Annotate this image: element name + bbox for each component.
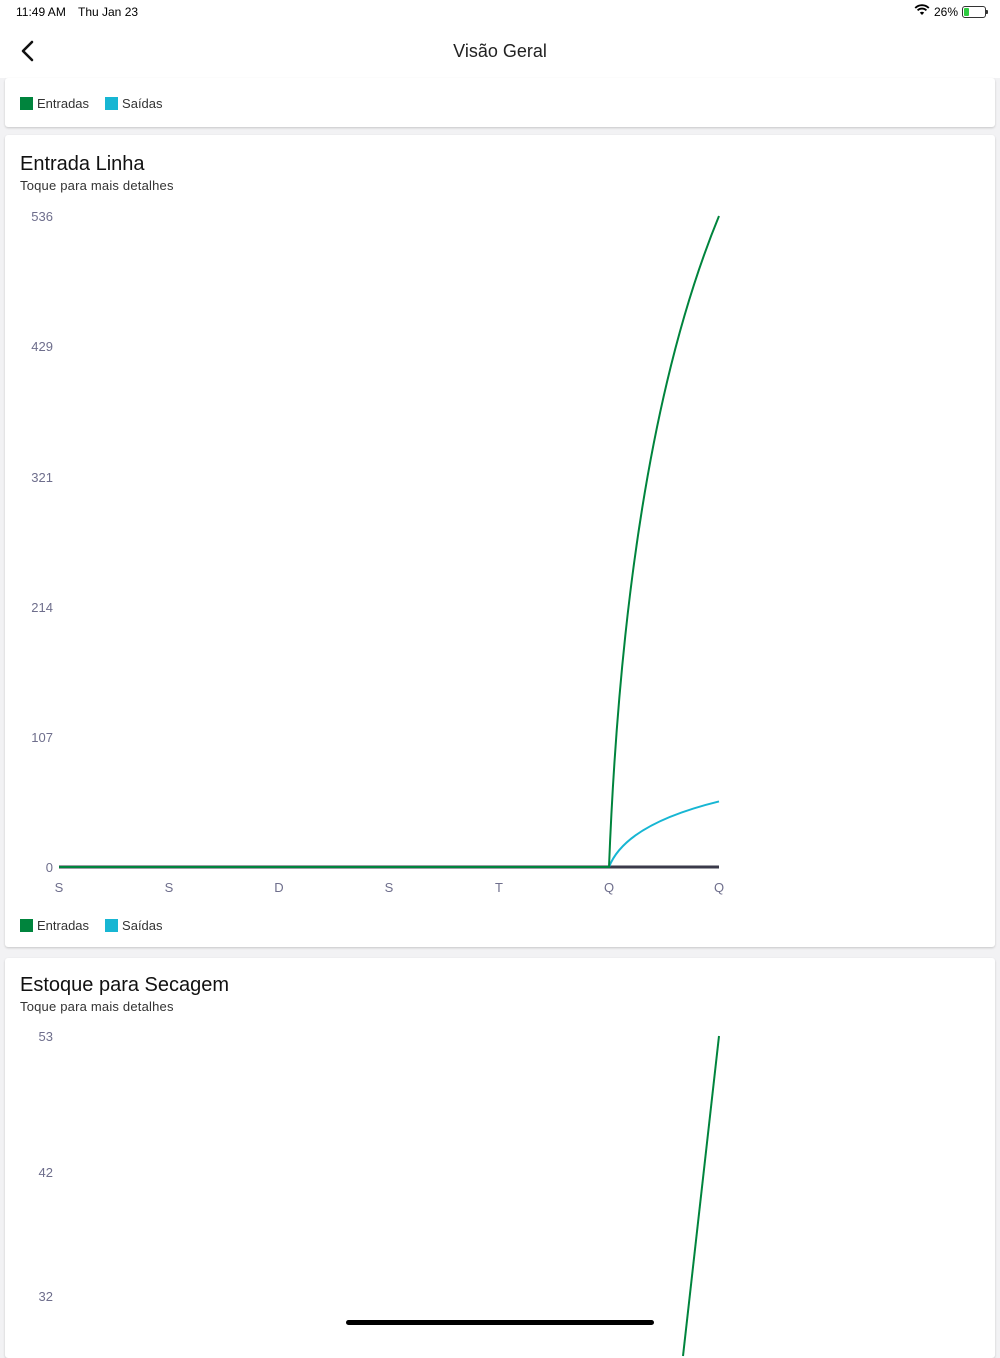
y-tick-label: 536 — [31, 209, 53, 224]
legend-item-entradas: Entradas — [20, 918, 89, 933]
legend-swatch-saidas — [105, 97, 119, 110]
navigation-bar: Visão Geral — [0, 26, 1000, 78]
y-tick-label: 107 — [31, 730, 53, 745]
chart-card-estoque-secagem[interactable]: Estoque para Secagem Toque para mais det… — [5, 958, 995, 1358]
battery-icon — [962, 5, 988, 18]
legend-label: Entradas — [37, 96, 90, 111]
chevron-left-icon — [21, 40, 34, 62]
status-time: 11:49 AM — [16, 5, 66, 19]
legend-swatch-entradas — [20, 919, 33, 932]
page-title: Visão Geral — [453, 41, 547, 61]
chart-card-previous[interactable]: Entradas Saídas — [5, 78, 995, 127]
card-title: Entrada Linha — [20, 153, 145, 175]
line-chart-estoque-secagem: 32 42 53 — [39, 1029, 720, 1357]
y-tick-label: 42 — [39, 1165, 53, 1180]
chart-legend: Entradas Saídas — [20, 918, 163, 933]
legend-label: Entradas — [37, 918, 90, 933]
legend-label: Saídas — [122, 96, 163, 111]
battery-percent: 26% — [933, 4, 958, 19]
line-series-entradas — [682, 1035, 720, 1357]
y-tick-label: 0 — [46, 860, 53, 875]
legend-item-entradas: Entradas — [20, 96, 89, 111]
status-date: Thu Jan 23 — [78, 5, 139, 19]
legend-item-saidas: Saídas — [105, 918, 163, 933]
x-tick-label: Q — [714, 880, 724, 895]
line-series-saidas — [59, 800, 720, 868]
y-tick-label: 32 — [39, 1289, 53, 1304]
x-tick-label: T — [495, 880, 503, 895]
wifi-icon — [914, 4, 930, 19]
legend-item-saidas: Saídas — [105, 96, 163, 111]
y-tick-label: 53 — [39, 1029, 53, 1044]
card-subtitle: Toque para mais detalhes — [20, 999, 174, 1014]
back-button[interactable] — [14, 36, 44, 66]
status-right: 26% — [914, 4, 988, 19]
legend-swatch-entradas — [20, 97, 33, 110]
card-title: Estoque para Secagem — [20, 974, 230, 996]
y-tick-label: 429 — [31, 339, 53, 354]
line-series-entradas — [59, 215, 720, 868]
x-tick-label: Q — [604, 880, 614, 895]
status-bar: 11:49 AM Thu Jan 23 26% — [0, 0, 1000, 26]
card-subtitle: Toque para mais detalhes — [20, 178, 174, 193]
y-tick-label: 214 — [31, 600, 53, 615]
chart-legend: Entradas Saídas — [20, 96, 163, 111]
legend-swatch-saidas — [105, 919, 119, 932]
legend-label: Saídas — [122, 918, 163, 933]
x-tick-label: S — [55, 880, 64, 895]
line-chart-entrada-linha: 0 107 214 321 429 536 S S D S T Q Q — [31, 209, 724, 895]
y-tick-label: 321 — [31, 470, 53, 485]
chart-card-entrada-linha[interactable]: Entrada Linha Toque para mais detalhes 0… — [5, 135, 995, 947]
x-tick-label: S — [385, 880, 394, 895]
x-tick-label: D — [274, 880, 283, 895]
x-tick-label: S — [165, 880, 174, 895]
home-indicator — [346, 1320, 654, 1325]
